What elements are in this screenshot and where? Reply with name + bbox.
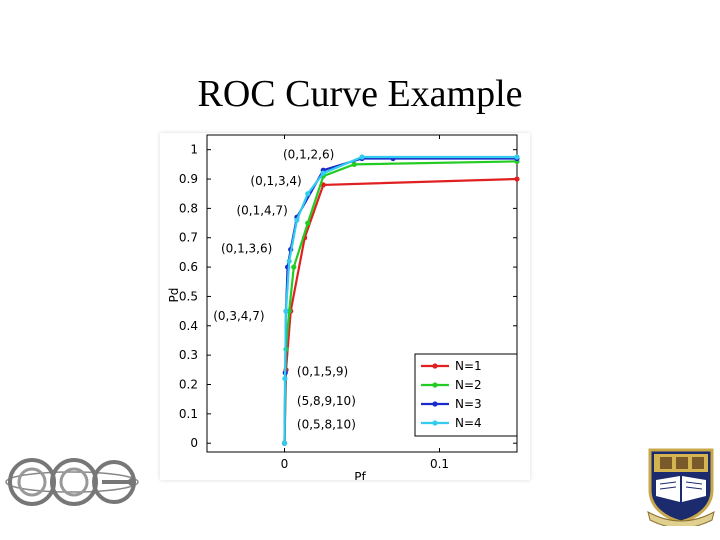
y-tick-label: 0.5 (179, 289, 198, 303)
x-tick-label: 0.1 (430, 457, 449, 471)
data-point (359, 154, 365, 160)
y-ticks: 0 0.1 0.2 0.3 0.4 0.5 0.6 0.7 0.8 0.9 1 (179, 143, 517, 450)
legend-marker (432, 401, 438, 407)
plot-frame (206, 134, 518, 453)
y-tick-label: 1 (190, 143, 198, 157)
y-tick-label: 0.6 (179, 260, 198, 274)
y-tick-label: 0 (190, 436, 198, 450)
point-annotation: (0,3,4,7) (213, 309, 264, 323)
series-lines (281, 154, 520, 446)
x-tick-label: 0 (281, 457, 289, 471)
data-point (514, 154, 520, 160)
legend-label: N=3 (455, 397, 482, 411)
point-annotation: (5,8,9,10) (297, 394, 356, 408)
x-ticks: 0 0.1 (281, 135, 449, 471)
data-point (514, 176, 520, 182)
y-tick-label: 0.9 (179, 172, 198, 186)
data-point (291, 264, 297, 270)
data-point (305, 191, 311, 197)
legend-marker (432, 420, 438, 426)
y-axis-label: Pd (167, 288, 181, 303)
legend-marker (432, 363, 438, 369)
university-crest (647, 448, 715, 526)
y-tick-label: 0.3 (179, 348, 198, 362)
legend-label: N=2 (455, 378, 482, 392)
data-point (283, 308, 289, 314)
data-point (294, 217, 300, 223)
roc-chart: 00.10.20.30.40.50.60.70.80.91 0 0.1 (0,1,… (167, 134, 520, 480)
data-point (305, 220, 311, 226)
point-annotation: (0,1,3,6) (221, 241, 272, 255)
point-annotation: (0,5,8,10) (297, 418, 356, 432)
point-annotation: (0,1,4,7) (236, 203, 287, 217)
y-tick-label: 0.8 (179, 201, 198, 215)
point-annotation: (0,1,3,4) (250, 174, 301, 188)
annotations: (0,1,2,6) (0,1,3,4) (0,1,4,7) (0,1,3,6) (0,3… (213, 147, 356, 431)
data-point (281, 440, 288, 446)
slide-title: ROC Curve Example (197, 73, 523, 115)
legend: N=1 N=2 N=3 N=4 (414, 353, 518, 437)
data-point (320, 170, 326, 176)
point-annotation: (0,1,5,9) (297, 365, 348, 379)
data-point (351, 161, 357, 167)
y-tick-label: 0.2 (179, 377, 198, 391)
data-point (282, 376, 288, 382)
cec-logo (5, 458, 139, 506)
y-tick-label: 0.1 (179, 407, 198, 421)
y-tick-label: 0.4 (179, 319, 198, 333)
point-annotation: (0,1,2,6) (283, 147, 334, 161)
legend-label: N=1 (455, 359, 482, 373)
legend-label: N=4 (455, 416, 482, 430)
data-point (286, 258, 292, 264)
y-tick-label: 0.7 (179, 231, 198, 245)
legend-marker (432, 382, 438, 388)
x-axis-label: Pf (354, 470, 366, 480)
